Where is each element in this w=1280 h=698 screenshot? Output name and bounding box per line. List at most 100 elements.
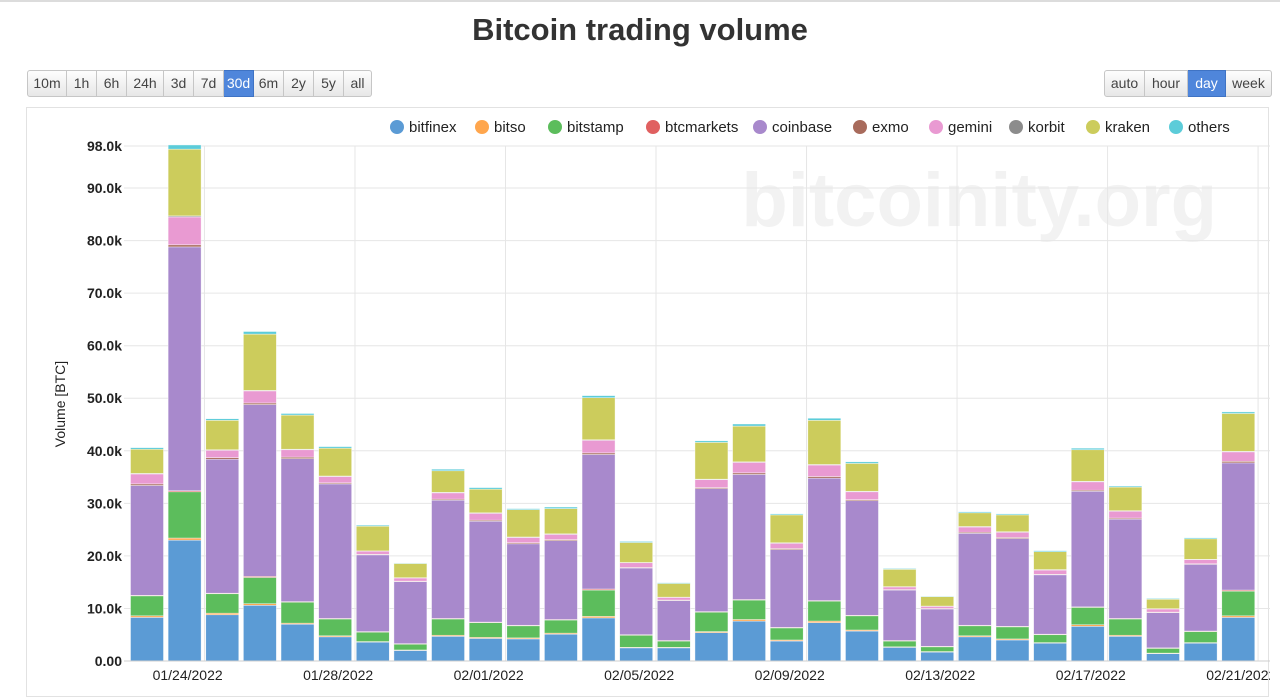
range-10m-button[interactable]: 10m (27, 70, 67, 97)
range-7d-button[interactable]: 7d (194, 70, 224, 97)
bar-segment-bitfinex (168, 540, 201, 661)
bar-segment-gemini (1034, 570, 1067, 574)
bar-segment-gemini (1071, 482, 1104, 490)
bar-segment-kraken (1034, 552, 1067, 570)
bar-segment-kraken (356, 526, 389, 551)
bar-segment-exmo (168, 245, 201, 247)
bar-segment-coinbase (469, 521, 502, 622)
bar-stack (1034, 551, 1067, 661)
bar-segment-coinbase (1184, 564, 1217, 631)
x-tick-label: 02/05/2022 (604, 667, 674, 683)
bar-segment-kraken (432, 471, 465, 493)
bar-segment-bitstamp (770, 628, 803, 640)
legend-item-exmo: exmo (853, 119, 909, 136)
y-tick-label: 98.0k (87, 138, 122, 154)
bar-segment-bitstamp (695, 612, 728, 631)
x-tick-label: 02/17/2022 (1056, 667, 1126, 683)
y-tick-label: 60.0k (87, 338, 122, 354)
bar-segment-gemini (469, 513, 502, 520)
bar-segment-coinbase (432, 500, 465, 618)
bar-segment-coinbase (394, 582, 427, 644)
legend-item-bitstamp: bitstamp (548, 119, 624, 136)
bar-segment-gemini (281, 450, 314, 457)
bar-segment-gemini (1222, 452, 1255, 461)
bar-segment-coinbase (206, 459, 239, 593)
bar-segment-kraken (733, 426, 766, 462)
bar-segment-bitfinex (281, 624, 314, 661)
bar-segment-bitfinex (1071, 626, 1104, 661)
bar-segment-coinbase (695, 489, 728, 612)
bar-stack (432, 469, 465, 661)
unit-day-button[interactable]: day (1188, 70, 1226, 97)
bar-segment-bitfinex (394, 650, 427, 661)
range-30d-button[interactable]: 30d (224, 70, 254, 97)
bar-segment-bitfinex (469, 638, 502, 661)
bar-segment-kraken (544, 509, 577, 534)
range-3d-button[interactable]: 3d (164, 70, 194, 97)
unit-auto-button[interactable]: auto (1104, 70, 1145, 97)
bar-segment-coinbase (770, 550, 803, 628)
bar-stack (657, 583, 690, 661)
bar-stack (131, 448, 164, 661)
bar-segment-kraken (507, 510, 540, 537)
bar-stack (1222, 412, 1255, 661)
bar-segment-kraken (958, 513, 991, 527)
bar-segment-kraken (281, 415, 314, 449)
bar-stack (620, 541, 653, 661)
legend-item-btcmarkets: btcmarkets (646, 119, 738, 136)
bar-segment-others (958, 512, 991, 513)
bar-segment-kraken (131, 449, 164, 473)
volume-chart: bitcoinity.org0.0010.0k20.0k30.0k40.0k50… (27, 108, 1270, 698)
range-6h-button[interactable]: 6h (97, 70, 127, 97)
bar-segment-kraken (168, 149, 201, 216)
legend-item-korbit: korbit (1009, 119, 1066, 136)
legend-label-korbit: korbit (1028, 119, 1066, 136)
bar-stack (845, 462, 878, 661)
bar-segment-kraken (1222, 413, 1255, 451)
range-24h-button[interactable]: 24h (127, 70, 164, 97)
bar-segment-coinbase (356, 555, 389, 632)
legend-swatch-bitfinex (390, 120, 404, 134)
bar-segment-kraken (883, 569, 916, 586)
bar-segment-kraken (206, 420, 239, 449)
legend-label-gemini: gemini (948, 119, 992, 136)
bar-segment-gemini (620, 563, 653, 568)
bar-segment-coinbase (996, 539, 1029, 627)
bar-segment-bitfinex (206, 615, 239, 661)
bar-segment-bitstamp (281, 602, 314, 623)
bar-segment-coinbase (620, 568, 653, 635)
legend-swatch-exmo (853, 120, 867, 134)
bar-segment-bitfinex (131, 617, 164, 661)
legend-label-bitstamp: bitstamp (567, 119, 624, 136)
bar-segment-bitstamp (131, 596, 164, 616)
range-5y-button[interactable]: 5y (314, 70, 344, 97)
range-all-button[interactable]: all (344, 70, 372, 97)
range-6m-button[interactable]: 6m (254, 70, 284, 97)
legend-item-gemini: gemini (929, 119, 992, 136)
bar-segment-coinbase (733, 474, 766, 599)
bar-segment-coinbase (1071, 491, 1104, 607)
bar-segment-gemini (319, 477, 352, 483)
bar-segment-others (582, 396, 615, 398)
bar-segment-bitstamp (507, 626, 540, 638)
bar-segment-bitstamp (1034, 635, 1067, 643)
bar-segment-others (281, 413, 314, 415)
bar-segment-bitfinex (582, 618, 615, 661)
bar-segment-bitstamp (1184, 632, 1217, 643)
unit-hour-button[interactable]: hour (1145, 70, 1188, 97)
bar-segment-others (695, 441, 728, 443)
bar-segment-bitfinex (356, 642, 389, 661)
top-rule (0, 0, 1280, 2)
bar-segment-gemini (1109, 511, 1142, 518)
bar-segment-kraken (1071, 450, 1104, 482)
bar-segment-kraken (921, 597, 954, 606)
bar-segment-bitfinex (1147, 654, 1180, 661)
unit-week-button[interactable]: week (1226, 70, 1272, 97)
range-2y-button[interactable]: 2y (284, 70, 314, 97)
range-1h-button[interactable]: 1h (67, 70, 97, 97)
bar-segment-gemini (1184, 560, 1217, 564)
bar-segment-others (1109, 486, 1142, 487)
bar-stack (883, 569, 916, 661)
page-title: Bitcoin trading volume (0, 12, 1280, 48)
bar-segment-coinbase (1147, 613, 1180, 648)
